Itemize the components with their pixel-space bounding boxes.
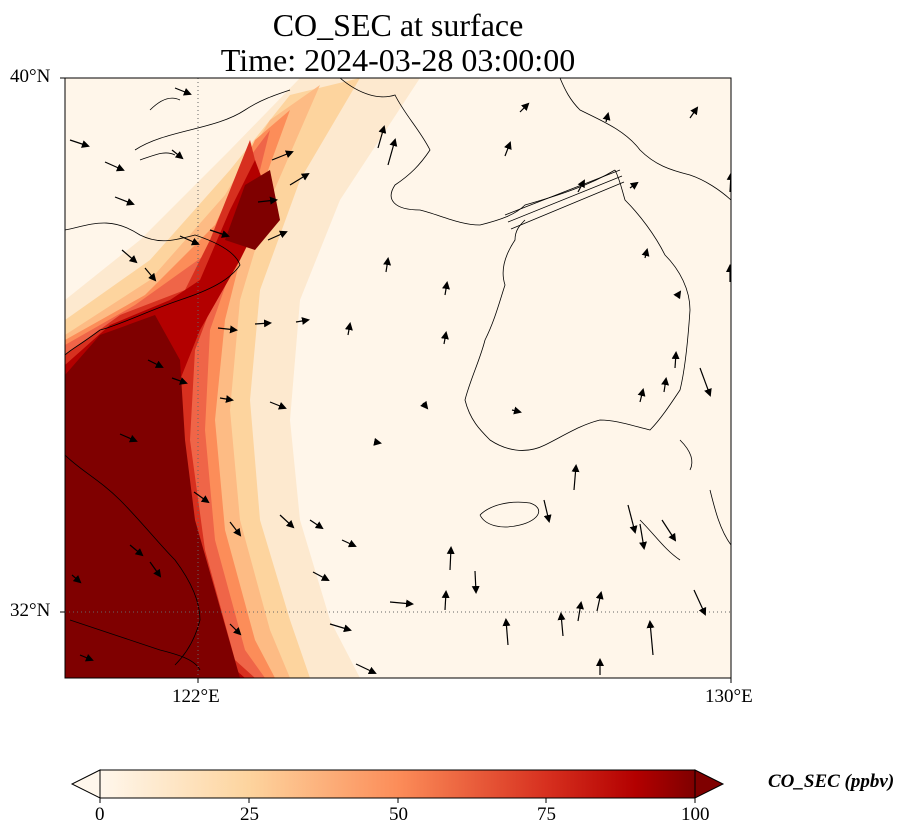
wind-vector [344, 322, 353, 336]
wind-vector [269, 401, 287, 410]
colorbar-extend-high [694, 769, 725, 799]
wind-vector [543, 499, 552, 523]
wind-vector [309, 519, 324, 530]
wind-vector [257, 196, 278, 205]
wind-vector [693, 589, 707, 616]
wind-vector [571, 464, 580, 491]
wind-vector [595, 591, 604, 612]
wind-vector [329, 623, 352, 633]
lat-label-40n: 40°N [10, 66, 51, 87]
wind-vector [442, 281, 450, 296]
wind-vector [646, 620, 655, 656]
lat-label-32n: 32°N [10, 600, 51, 621]
map-frame [64, 77, 732, 679]
wind-vector [699, 367, 712, 397]
wind-vector [295, 317, 310, 325]
wind-vector [373, 437, 382, 446]
wind-vector [289, 172, 310, 186]
wind-vector [71, 574, 82, 584]
wind-vector [671, 351, 680, 369]
wind-vector [279, 514, 295, 529]
wind-vector [69, 139, 90, 148]
wind-vector [79, 654, 94, 662]
wind-vector [104, 161, 125, 172]
colorbar-tick-100: 100 [681, 804, 710, 825]
wind-vector [440, 331, 449, 345]
wind-vector [441, 590, 450, 611]
colorbar-tick-0: 0 [95, 804, 105, 825]
colorbar-label: CO_SEC (ppbv) [768, 771, 895, 792]
wind-vector [689, 106, 699, 119]
colorbar-tick-25: 25 [240, 804, 259, 825]
wind-vector [129, 544, 144, 557]
wind-vector [639, 523, 647, 550]
wind-vector [217, 325, 238, 334]
wind-vector [661, 519, 677, 542]
wind-vector [355, 663, 377, 675]
wind-vectors [69, 87, 731, 675]
concentration-field [65, 78, 731, 678]
wind-vector [673, 290, 682, 300]
wind-vector [471, 570, 480, 594]
wind-vector [174, 87, 192, 96]
wind-vector [389, 599, 414, 608]
colorbar-tick-75: 75 [537, 804, 556, 825]
wind-vector [114, 196, 135, 206]
wind-vector [119, 433, 138, 443]
colorbar-tick-50: 50 [389, 804, 408, 825]
wind-vector [577, 179, 585, 193]
wind-vector [147, 359, 164, 368]
gridlines [65, 78, 731, 678]
wind-vector [171, 377, 188, 385]
wind-vector [557, 612, 566, 637]
wind-vector [420, 400, 429, 410]
colorbar [70, 769, 725, 803]
wind-vector [502, 618, 511, 646]
wind-vector [229, 623, 242, 636]
wind-vector [446, 546, 455, 571]
wind-vector [637, 388, 646, 403]
wind-vector [576, 601, 584, 622]
wind-vector [171, 149, 184, 160]
wind-vector [627, 504, 638, 534]
wind-vector [387, 138, 398, 166]
wind-vector [629, 181, 639, 190]
wind-vector [271, 150, 294, 161]
wind-vector [511, 406, 522, 415]
wind-vector [383, 257, 392, 273]
wind-vector [602, 112, 611, 123]
wind-vector [254, 319, 272, 328]
wind-vector [341, 539, 357, 548]
colorbar-extend-low [70, 769, 101, 799]
wind-vector [504, 141, 512, 157]
wind-vector [377, 125, 387, 149]
wind-vector [121, 249, 138, 264]
lon-label-122e: 122°E [172, 686, 220, 707]
wind-vector [219, 395, 234, 403]
map-title-line2: Time: 2024-03-28 03:00:00 [220, 42, 576, 78]
wind-vector [149, 561, 162, 578]
lon-label-130e: 130°E [705, 686, 753, 707]
wind-vector [312, 571, 330, 581]
wind-vector [661, 377, 670, 393]
wind-vector [267, 230, 288, 241]
wind-vector [193, 491, 210, 504]
axis-ticks [60, 77, 732, 683]
wind-vector [179, 235, 200, 246]
wind-vector [209, 229, 230, 238]
map-title-line1: CO_SEC at surface [272, 7, 524, 43]
coastlines [65, 78, 731, 671]
wind-vector [229, 521, 242, 537]
wind-vector [519, 102, 530, 113]
wind-vector [144, 267, 157, 282]
colorbar-gradient [100, 770, 695, 798]
wind-vector [641, 248, 650, 259]
